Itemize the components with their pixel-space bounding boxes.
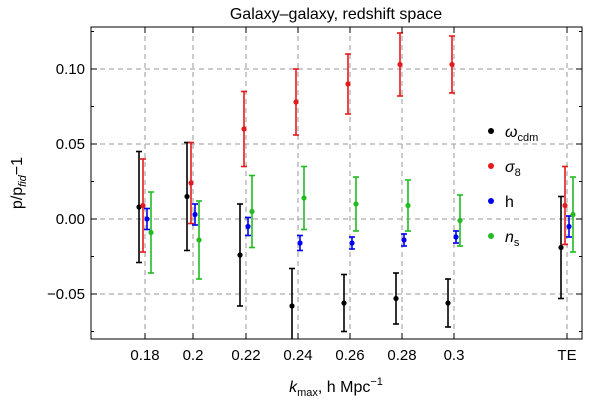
point-ns — [405, 202, 411, 209]
series-ns — [148, 165, 576, 280]
x-tick-label: 0.18 — [130, 347, 159, 364]
point-sigma8 — [140, 202, 146, 209]
grid-layer — [91, 27, 582, 339]
legend-marker-sigma8 — [488, 163, 494, 169]
legend-n-symbol: n — [505, 229, 514, 246]
point-h — [566, 223, 572, 230]
legend-omega-sub: cdm — [517, 132, 538, 144]
point-sigma8 — [241, 126, 247, 132]
point-h — [192, 211, 198, 218]
x-axis-label-sup: −1 — [370, 376, 383, 388]
legend-h-symbol: h — [505, 194, 514, 211]
point-h — [453, 234, 459, 240]
legend-label-h: h — [505, 194, 514, 211]
legend-omega-symbol: ω — [505, 124, 517, 141]
x-tick-label: 0.3 — [444, 347, 465, 364]
legend-n-sub: s — [514, 237, 520, 249]
y-tick-label: −0.05 — [47, 286, 85, 303]
chart-title: Galaxy–galaxy, redshift space — [230, 6, 442, 23]
x-tick-label: 0.22 — [231, 347, 260, 364]
legend-label-omega-cdm: ωcdm — [505, 124, 538, 144]
y-axis-label-main: p/p — [9, 187, 26, 209]
point-ns — [196, 237, 202, 243]
legend-label-sigma8: σ8 — [505, 159, 521, 179]
x-axis-label-sub: max — [297, 387, 318, 399]
point-sigma8 — [345, 81, 351, 87]
legend-marker-ns — [488, 233, 494, 239]
point-h — [349, 240, 355, 246]
point-omega-cdm — [558, 244, 564, 251]
point-omega-cdm — [136, 204, 142, 210]
point-omega-cdm — [237, 252, 243, 258]
point-omega-cdm — [184, 193, 190, 200]
point-omega-cdm — [445, 300, 451, 306]
point-ns — [570, 211, 576, 218]
legend-sigma-sub: 8 — [515, 167, 521, 179]
point-ns — [457, 217, 463, 224]
point-h — [401, 237, 407, 243]
legend-sigma-symbol: σ — [505, 159, 516, 176]
legend-marker-omega-cdm — [488, 128, 494, 134]
point-h — [245, 223, 251, 230]
y-axis-label-sub: fid — [17, 174, 29, 187]
point-ns — [301, 195, 307, 201]
x-tick-label: 0.26 — [335, 347, 364, 364]
x-tick-label: TE — [557, 347, 576, 364]
x-tick-label: 0.28 — [387, 347, 416, 364]
y-axis-label: p/pfid−1 — [9, 157, 29, 209]
tick-layer: 0.18 0.2 0.22 0.24 0.26 0.28 0.3 TE −0.05 0.00 0.0… — [47, 27, 582, 364]
point-ns — [148, 229, 154, 236]
series-omega-cdm — [136, 141, 564, 339]
legend-label-ns: ns — [505, 229, 520, 249]
point-sigma8 — [188, 180, 194, 186]
x-axis-label-rest: , h Mpc — [318, 379, 370, 396]
point-sigma8 — [449, 61, 455, 68]
point-ns — [353, 201, 359, 207]
y-tick-label: 0.05 — [56, 136, 85, 153]
series-h — [144, 203, 572, 252]
point-omega-cdm — [341, 300, 347, 306]
series-sigma8 — [140, 32, 568, 253]
point-sigma8 — [293, 99, 299, 105]
point-ns — [249, 208, 255, 215]
y-tick-label: 0.10 — [56, 61, 85, 78]
data-layer — [136, 32, 576, 339]
plot-frame — [90, 26, 583, 340]
x-tick-label: 0.2 — [183, 347, 204, 364]
point-sigma8 — [562, 202, 568, 209]
y-tick-label: 0.00 — [56, 211, 85, 228]
point-h — [297, 240, 303, 246]
x-axis-label-main: k — [289, 379, 298, 396]
legend-marker-h — [488, 198, 494, 204]
point-sigma8 — [397, 61, 403, 68]
point-h — [144, 216, 150, 222]
legend: ωcdm σ8 h ns — [488, 124, 538, 249]
x-axis-label: kmax, h Mpc−1 — [289, 376, 383, 399]
y-axis-label-rest: −1 — [9, 157, 26, 175]
point-omega-cdm — [289, 303, 295, 309]
x-tick-label: 0.24 — [283, 347, 312, 364]
point-omega-cdm — [393, 295, 399, 302]
